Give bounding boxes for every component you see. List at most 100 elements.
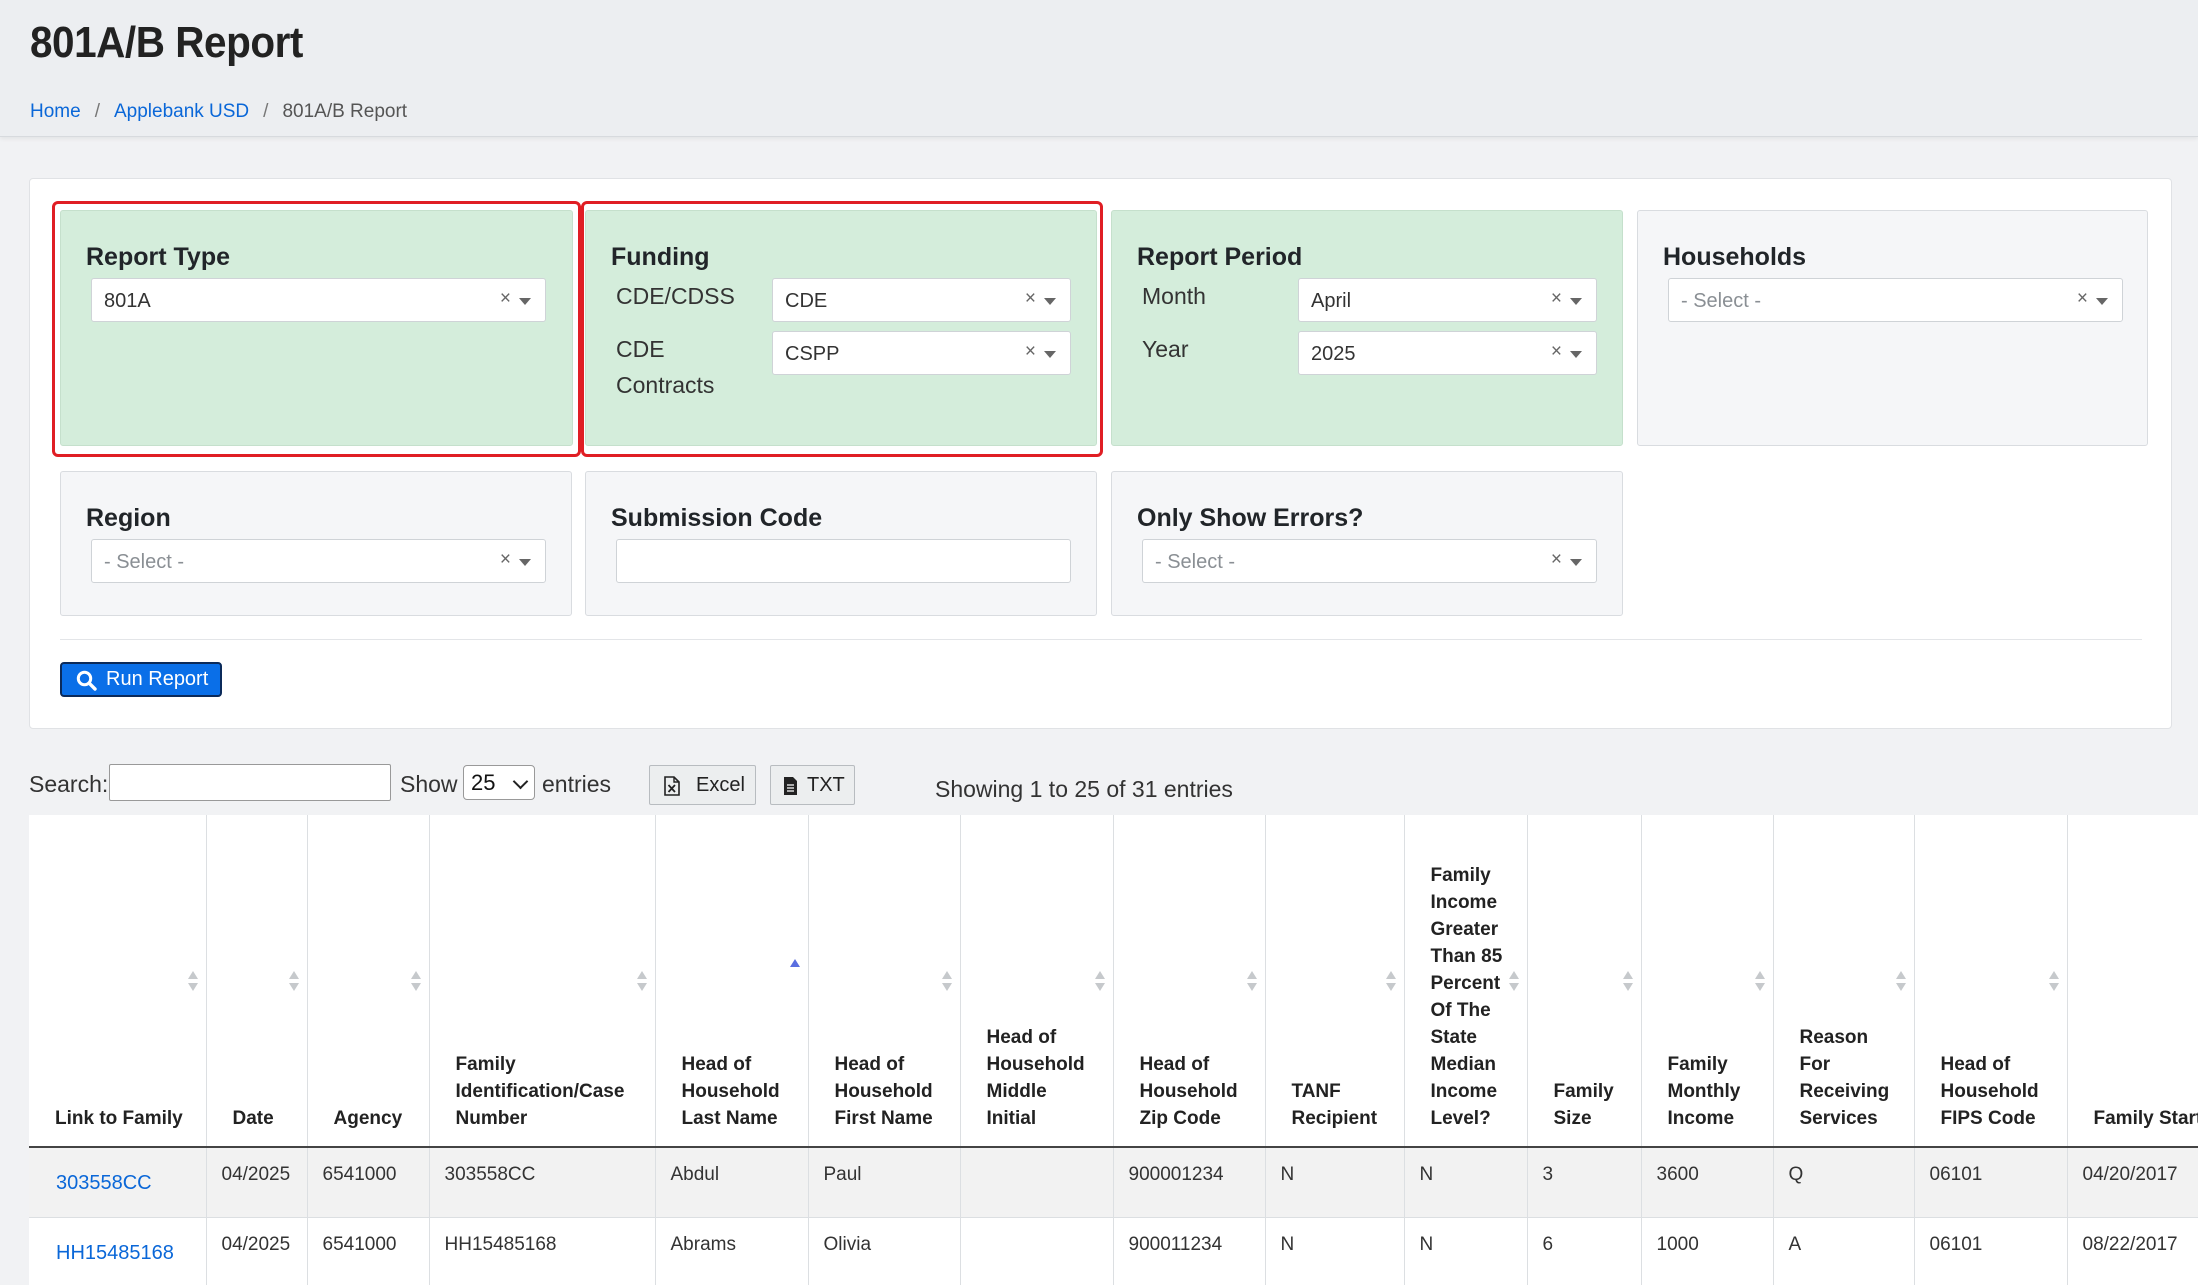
col-agency[interactable]: Agency [307, 815, 430, 1148]
table-cell [960, 1147, 1114, 1218]
sort-icon [941, 971, 952, 993]
col-family-id[interactable]: Family Identification/Case Number [429, 815, 656, 1148]
table-cell: 3 [1527, 1147, 1642, 1218]
report-type-panel: Report Type 801A × [60, 210, 573, 446]
report-type-select[interactable]: 801A × [91, 278, 546, 322]
table-cell: 08/22/2017 [2067, 1217, 2198, 1285]
chevron-down-icon [2096, 298, 2108, 305]
clear-icon[interactable]: × [499, 288, 511, 309]
page-length-select[interactable]: 25 [463, 765, 535, 800]
table-row: 303558CC 04/2025 6541000 303558CC Abdul … [29, 1147, 2198, 1218]
submission-code-title: Submission Code [611, 504, 823, 532]
funding-panel: Funding CDE/CDSS CDE × CDE Contracts CSP… [585, 210, 1097, 446]
sort-icon [2048, 971, 2059, 993]
sort-icon [636, 971, 647, 993]
page-title: 801A/B Report [30, 18, 303, 67]
table-search-input[interactable] [109, 764, 391, 801]
sort-icon [410, 971, 421, 993]
clear-icon[interactable]: × [2076, 288, 2088, 309]
submission-code-panel: Submission Code [585, 471, 1097, 616]
entries-label: entries [542, 771, 612, 797]
clear-icon[interactable]: × [1024, 341, 1036, 362]
year-label: Year [1142, 336, 1189, 362]
table-cell: Paul [808, 1147, 961, 1218]
sort-icon [288, 971, 299, 993]
sort-icon [1895, 971, 1906, 993]
year-select[interactable]: 2025 × [1298, 331, 1597, 375]
only-show-errors-select[interactable]: - Select - × [1142, 539, 1597, 583]
search-label: Search: [29, 771, 109, 797]
report-period-panel: Report Period Month April × Year 2025 × [1111, 210, 1623, 446]
filters-card: Report Type 801A × Funding CDE/CDSS CDE … [29, 178, 2172, 729]
col-income-85-percent[interactable]: Family Income Greater Than 85 Percent Of… [1404, 815, 1528, 1148]
cde-cdss-select[interactable]: CDE × [772, 278, 1071, 322]
chevron-down-icon [1570, 351, 1582, 358]
col-hoh-first-name[interactable]: Head of Household First Name [808, 815, 961, 1148]
table-cell: N [1265, 1217, 1405, 1285]
sort-icon [1385, 971, 1396, 993]
table-cell: N [1265, 1147, 1405, 1218]
clear-icon[interactable]: × [1550, 549, 1562, 570]
filters-divider [60, 639, 2142, 640]
breadcrumb-home[interactable]: Home [30, 101, 81, 122]
table-cell: 06101 [1914, 1147, 2068, 1218]
report-table: Link to Family Date Agency Family Identi… [29, 815, 2198, 1285]
col-hoh-last-name[interactable]: Head of Household Last Name [655, 815, 809, 1148]
households-select[interactable]: - Select - × [1668, 278, 2123, 322]
clear-icon[interactable]: × [1024, 288, 1036, 309]
family-link[interactable]: 303558CC [56, 1172, 152, 1194]
clear-icon[interactable]: × [499, 549, 511, 570]
table-cell: Q [1773, 1147, 1915, 1218]
chevron-down-icon [1044, 351, 1056, 358]
page-header: 801A/B Report Home / Applebank USD/801A/B … [0, 0, 2198, 137]
col-date[interactable]: Date [206, 815, 308, 1148]
sort-ascending-icon [789, 959, 800, 981]
report-period-title: Report Period [1137, 243, 1303, 271]
col-hoh-zip[interactable]: Head of Household Zip Code [1113, 815, 1266, 1148]
table-cell: 06101 [1914, 1217, 2068, 1285]
cde-contracts-label-1: CDE [616, 336, 665, 362]
cde-contracts-select[interactable]: CSPP × [772, 331, 1071, 375]
txt-button[interactable]: TXT [770, 765, 855, 805]
only-show-errors-panel: Only Show Errors? - Select - × [1111, 471, 1623, 616]
chevron-down-icon [519, 559, 531, 566]
sort-icon [1508, 971, 1519, 993]
report-table-wrapper: Link to Family Date Agency Family Identi… [29, 815, 2198, 1285]
submission-code-input[interactable] [616, 539, 1071, 583]
table-cell: 6541000 [307, 1217, 430, 1285]
col-hoh-middle-initial[interactable]: Head of Household Middle Initial [960, 815, 1114, 1148]
col-reason[interactable]: Reason For Receiving Services [1773, 815, 1915, 1148]
table-cell: 900011234 [1113, 1217, 1266, 1285]
funding-highlight [581, 201, 1103, 457]
region-title: Region [86, 504, 171, 532]
excel-file-icon [664, 776, 680, 796]
table-cell: 303558CC [429, 1147, 656, 1218]
region-select[interactable]: - Select - × [91, 539, 546, 583]
breadcrumb-district[interactable]: Applebank USD [113, 101, 250, 122]
run-report-button[interactable]: Run Report [60, 662, 222, 697]
col-fips[interactable]: Head of Household FIPS Code [1914, 815, 2068, 1148]
col-start-date[interactable]: Family Start Date [2067, 815, 2198, 1148]
clear-icon[interactable]: × [1550, 288, 1562, 309]
col-family-size[interactable]: Family Size [1527, 815, 1642, 1148]
table-cell: Abdul [655, 1147, 809, 1218]
sort-icon [1246, 971, 1257, 993]
only-show-errors-title: Only Show Errors? [1137, 504, 1364, 532]
col-monthly-income[interactable]: Family Monthly Income [1641, 815, 1774, 1148]
month-label: Month [1142, 283, 1206, 309]
breadcrumb-current: 801A/B Report [282, 101, 408, 122]
cde-cdss-label: CDE/CDSS [616, 283, 735, 309]
report-type-highlight [52, 201, 581, 457]
table-cell: 1000 [1641, 1217, 1774, 1285]
table-cell: HH15485168 [429, 1217, 656, 1285]
family-link[interactable]: HH15485168 [56, 1241, 174, 1264]
table-cell: Olivia [808, 1217, 961, 1285]
excel-button[interactable]: Excel [649, 765, 756, 805]
clear-icon[interactable]: × [1550, 341, 1562, 362]
col-link-to-family[interactable]: Link to Family [29, 815, 207, 1148]
table-cell: 04/2025 [206, 1147, 308, 1218]
month-select[interactable]: April × [1298, 278, 1597, 322]
table-cell: 04/2025 [206, 1217, 308, 1285]
col-tanf[interactable]: TANF Recipient [1265, 815, 1405, 1148]
region-panel: Region - Select - × [60, 471, 572, 616]
